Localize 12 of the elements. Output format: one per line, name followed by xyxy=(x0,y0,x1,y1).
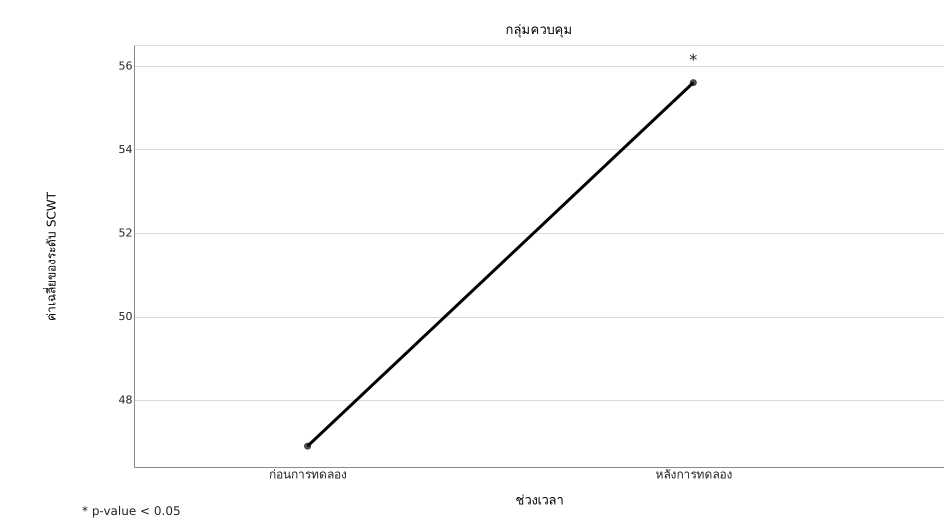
x-axis-title: ช่วงเวลา xyxy=(516,494,564,508)
chart-title: กลุ่มควบคุม xyxy=(506,23,572,38)
annotation: * xyxy=(689,50,698,70)
y-tick-label: 56 xyxy=(118,59,132,72)
text: * p-value < 0.05 xyxy=(82,504,181,518)
y-tick-label: 50 xyxy=(118,310,132,324)
x-tick-label: ก่อนการทดลอง xyxy=(269,468,348,482)
y-axis-title: ค่าเฉลี่ยของระดับ SCWT xyxy=(42,191,59,322)
x-tick-label: หลังการทดลอง xyxy=(655,468,732,482)
y-tick-label: 54 xyxy=(118,142,132,156)
y-tick-label: 52 xyxy=(118,226,132,240)
y-tick-label: 48 xyxy=(118,394,132,407)
